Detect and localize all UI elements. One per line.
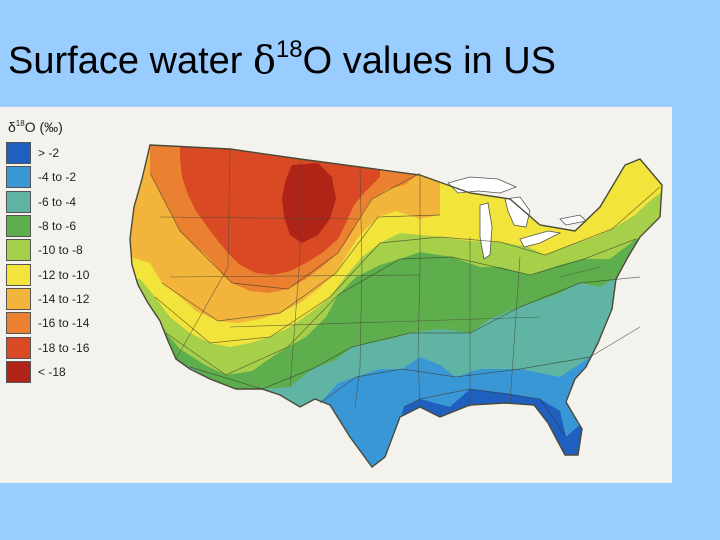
title-suffix: O values in US [302, 40, 557, 82]
legend-item: -14 to -12 [6, 287, 116, 311]
title-superscript: 18 [275, 36, 303, 63]
legend-swatch [6, 215, 31, 238]
legend-label: -8 to -6 [38, 219, 77, 234]
legend-label: -16 to -14 [38, 316, 90, 331]
lake-superior [447, 176, 518, 194]
legend-item: -16 to -14 [6, 311, 116, 335]
delta-symbol: δ [253, 38, 276, 82]
band-lt-minus18 [282, 163, 336, 243]
legend-label: -6 to -4 [38, 194, 77, 209]
legend-title-rest: O (‰) [24, 119, 63, 135]
lake-michigan [479, 202, 493, 260]
legend-swatch [6, 263, 31, 286]
lake-huron [504, 196, 531, 228]
legend-label: > -2 [38, 146, 60, 161]
legend-swatch [6, 336, 31, 359]
lake-erie [519, 230, 562, 248]
contour-lines [149, 172, 661, 438]
legend-swatch [6, 142, 31, 165]
legend-swatch [6, 360, 31, 383]
legend-swatch [6, 166, 31, 189]
great-lakes [447, 176, 587, 260]
legend-swatch [6, 190, 31, 213]
legend-title: δ18O (‰) [8, 119, 116, 135]
legend-swatch [6, 312, 31, 335]
legend: δ18O (‰) > -2 -4 to -2 -6 to -4 -8 to -6… [6, 119, 116, 384]
legend-swatch [6, 239, 31, 262]
us-contour-map [129, 144, 663, 468]
legend-delta: δ [8, 119, 16, 135]
legend-item: -12 to -10 [6, 262, 116, 286]
legend-label: -10 to -8 [38, 243, 83, 258]
legend-item: -10 to -8 [6, 238, 116, 262]
legend-item: < -18 [6, 360, 116, 384]
legend-items: > -2 -4 to -2 -6 to -4 -8 to -6 -10 to -… [6, 141, 116, 384]
legend-label: -18 to -16 [38, 340, 90, 355]
legend-item: -8 to -6 [6, 214, 116, 238]
title-prefix: Surface water [8, 40, 253, 82]
legend-swatch [6, 287, 31, 310]
legend-label: < -18 [38, 364, 66, 379]
state-lines [159, 148, 601, 408]
isotope-map-figure: δ18O (‰) > -2 -4 to -2 -6 to -4 -8 to -6… [0, 107, 672, 483]
legend-item: -18 to -16 [6, 335, 116, 359]
legend-label: -4 to -2 [38, 170, 77, 185]
legend-label: -14 to -12 [38, 291, 90, 306]
legend-label: -12 to -10 [38, 267, 90, 282]
legend-item: -4 to -2 [6, 165, 116, 189]
slide-title: Surface water δ18O values in US [8, 38, 556, 83]
legend-superscript: 18 [15, 119, 25, 128]
legend-item: -6 to -4 [6, 190, 116, 214]
legend-item: > -2 [6, 141, 116, 165]
